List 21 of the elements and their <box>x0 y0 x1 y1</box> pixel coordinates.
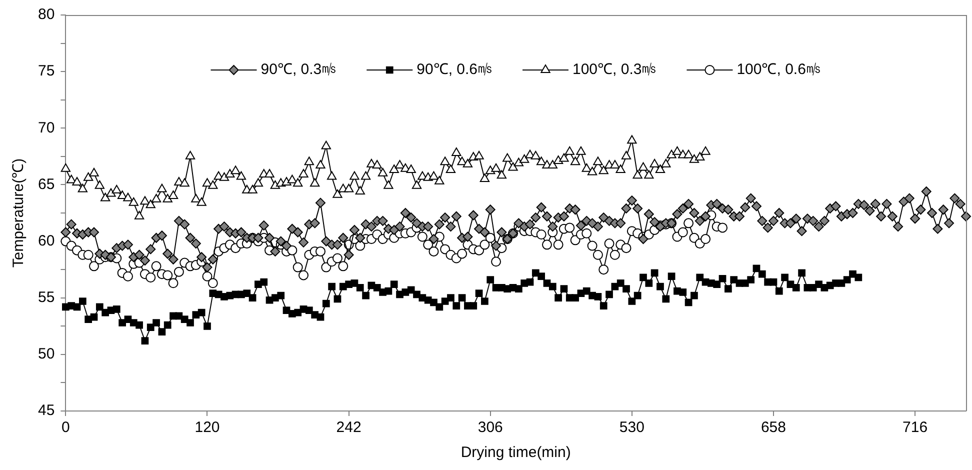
y-tick-label: 65 <box>38 176 55 193</box>
x-tick-label: 658 <box>760 419 786 436</box>
x-axis-title: Drying time(min) <box>460 444 571 462</box>
x-tick-label: 242 <box>336 419 362 436</box>
y-tick-label: 50 <box>38 346 55 363</box>
x-tick-label: 0 <box>62 419 70 436</box>
y-axis-title: Temperature(℃) <box>10 158 28 268</box>
y-tick-label: 70 <box>38 119 55 136</box>
y-tick-label: 80 <box>38 6 55 24</box>
legend-label: 90℃, 0.3㎧ <box>260 61 337 78</box>
x-tick-label: 530 <box>619 419 644 436</box>
y-tick-label: 75 <box>38 62 55 80</box>
y-tick-label: 55 <box>38 289 55 306</box>
x-tick-label: 120 <box>194 419 220 436</box>
legend-label: 100℃, 0.6㎧ <box>736 61 821 78</box>
y-tick-label: 45 <box>38 402 55 420</box>
x-tick-label: 716 <box>902 419 928 436</box>
x-tick-label: 306 <box>478 419 503 436</box>
legend-label: 100℃, 0.3㎧ <box>572 61 657 78</box>
y-tick-label: 60 <box>38 232 55 250</box>
legend-label: 90℃, 0.6㎧ <box>416 61 493 78</box>
